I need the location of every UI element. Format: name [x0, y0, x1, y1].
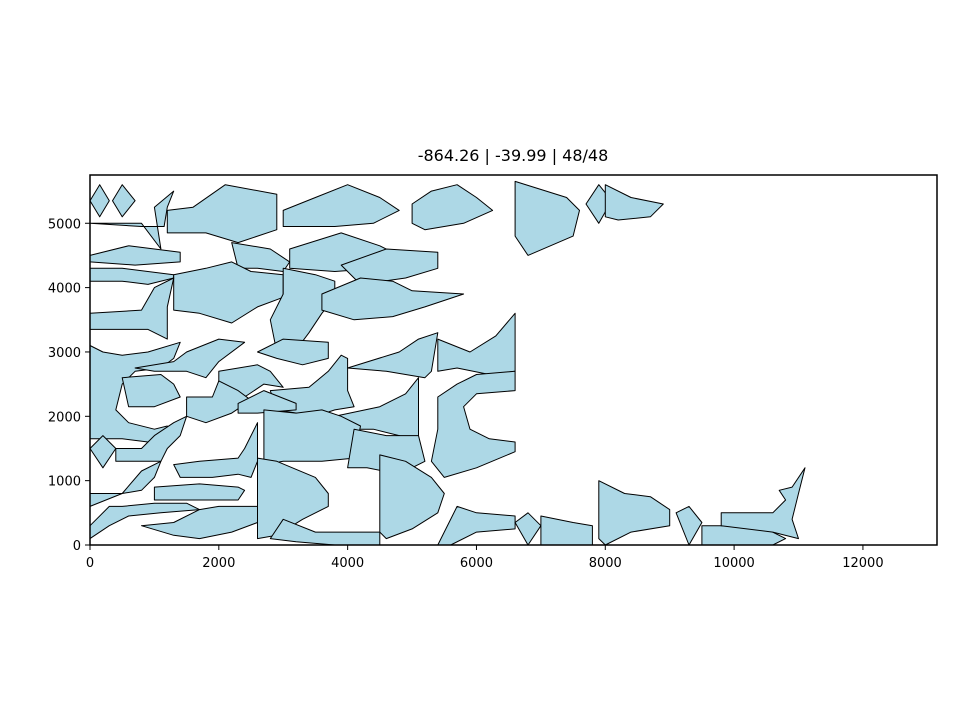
- piece-33: [173, 422, 258, 478]
- y-tick-label: 5000: [48, 217, 81, 232]
- x-tick-label: 10000: [713, 556, 754, 571]
- piece-17: [321, 277, 465, 321]
- x-tick-label: 4000: [331, 556, 364, 571]
- x-tick-label: 6000: [460, 556, 493, 571]
- piece-41: [141, 505, 258, 540]
- piece-26: [121, 374, 181, 408]
- piece-37: [153, 483, 246, 501]
- piece-2: [112, 184, 136, 218]
- piece-45: [540, 515, 593, 546]
- piece-49: [720, 467, 806, 540]
- piece-25: [437, 312, 516, 375]
- pieces-layer: [89, 180, 806, 546]
- piece-3: [89, 190, 175, 250]
- x-axis: 0 2000 4000 6000 8000 10000 12000: [86, 545, 884, 571]
- x-tick-label: 0: [86, 556, 94, 571]
- piece-6: [411, 184, 494, 231]
- y-tick-label: 4000: [48, 282, 81, 297]
- piece-47: [675, 505, 703, 546]
- chart-title: -864.26 | -39.99 | 48/48: [418, 146, 609, 165]
- piece-43: [437, 505, 516, 546]
- piece-32: [115, 415, 188, 462]
- y-tick-label: 3000: [48, 346, 81, 361]
- piece-5: [282, 184, 400, 227]
- y-axis: 0 1000 2000 3000 4000 5000: [48, 217, 90, 554]
- piece-16: [269, 267, 336, 359]
- piece-31: [89, 435, 117, 469]
- piece-22: [257, 338, 329, 366]
- piece-24: [347, 332, 439, 379]
- piece-7: [514, 180, 580, 256]
- piece-46: [598, 480, 671, 546]
- y-tick-label: 1000: [48, 475, 81, 490]
- piece-39: [379, 454, 445, 540]
- piece-15: [173, 261, 284, 324]
- plot-frame: [89, 174, 938, 546]
- piece-10: [89, 245, 181, 266]
- piece-4: [166, 184, 278, 244]
- x-tick-label: 8000: [589, 556, 622, 571]
- piece-28: [237, 390, 297, 414]
- piece-14: [89, 267, 175, 285]
- piece-30: [430, 370, 516, 478]
- piece-44: [514, 512, 542, 546]
- y-tick-label: 0: [73, 539, 81, 554]
- y-tick-label: 2000: [48, 410, 81, 425]
- piece-20: [134, 338, 246, 379]
- piece-18: [89, 277, 175, 340]
- piece-36: [89, 460, 162, 507]
- piece-1: [89, 184, 110, 218]
- x-tick-label: 2000: [202, 556, 235, 571]
- piece-42: [269, 518, 381, 546]
- piece-38: [257, 457, 329, 540]
- x-tick-label: 12000: [842, 556, 883, 571]
- piece-9: [604, 184, 664, 221]
